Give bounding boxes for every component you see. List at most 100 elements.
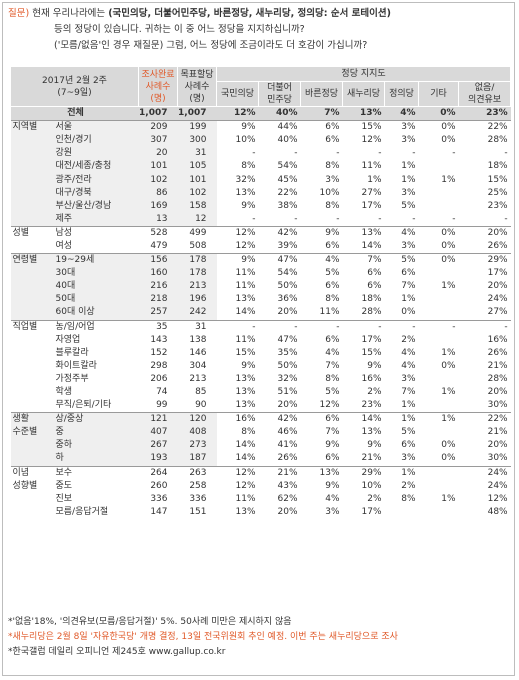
footnote-1: *'없음'18%, '의견유보(모름/응답거절)' 5%. 50사례 미만은 제…: [8, 617, 292, 627]
party-percent: 0%: [441, 440, 456, 451]
party-percent: -: [378, 148, 382, 159]
subgroup-label: 자영업: [55, 334, 81, 345]
party-percent: -: [300, 319, 343, 334]
party-percent: 14%: [361, 240, 382, 251]
target-count: 408: [177, 426, 217, 440]
subgroup-label: 중도: [55, 480, 73, 491]
party-percent: 21%: [487, 427, 508, 438]
subgroup-label: 진보: [55, 493, 73, 504]
subgroup-label: 40대: [54, 280, 139, 294]
sample-count: 121: [138, 412, 178, 427]
party-percent: 8%: [325, 161, 340, 172]
group-label: [10, 199, 55, 213]
party-percent: 18%: [361, 294, 382, 305]
party-percent: 40%: [277, 135, 298, 146]
party-percent: 23%: [487, 200, 508, 211]
party-percent: 6%: [300, 412, 343, 427]
party-percent: 30%: [487, 453, 508, 464]
target-count: 304: [189, 360, 207, 371]
party-percent: 2%: [401, 480, 416, 491]
party-percent: [419, 373, 459, 386]
party-percent: -: [504, 213, 508, 224]
col-other: 기타: [418, 81, 460, 107]
group-label: [11, 373, 55, 386]
party-percent: 12%: [487, 493, 508, 504]
subgroup-label: 30대: [54, 267, 139, 281]
party-percent: 3%: [401, 135, 416, 146]
party-percent: 3%: [401, 453, 416, 464]
party-percent: 5%: [401, 427, 416, 438]
party-percent: 1%: [384, 465, 419, 480]
party-percent: 12%: [216, 106, 259, 121]
party-percent: 2%: [367, 493, 382, 504]
sample-count: 143: [150, 334, 168, 345]
party-percent: 21%: [361, 453, 382, 464]
party-percent: 4%: [300, 253, 343, 268]
group-label: 수준별: [10, 426, 55, 440]
group-label: [10, 147, 55, 161]
group-label: 성향별: [12, 480, 38, 491]
target-count: 101: [177, 173, 217, 187]
party-percent: 23%: [361, 400, 382, 411]
party-percent: 8%: [241, 161, 256, 172]
party-percent: 20%: [277, 400, 298, 411]
party-percent: 22%: [277, 187, 298, 198]
party-percent: [419, 426, 459, 439]
party-percent: -: [342, 319, 385, 334]
target-count: 102: [177, 186, 217, 200]
party-percent: 50%: [277, 281, 298, 292]
sample-count: 156: [138, 253, 178, 268]
group-label: [10, 452, 55, 467]
party-percent: 14%: [235, 453, 256, 464]
question-line-2: 등의 정당이 있습니다. 귀하는 이 중 어느 정당을 지지하십니까?: [54, 24, 305, 35]
party-percent: 62%: [277, 493, 298, 504]
party-percent: 7%: [401, 387, 416, 398]
party-percent: 11%: [235, 281, 256, 292]
party-percent: 8%: [241, 427, 256, 438]
party-percent: 4%: [401, 347, 416, 358]
party-percent: -: [412, 213, 416, 224]
table-row: 대구/경북 86 102 13% 22% 10% 27% 3% 25%: [10, 186, 511, 200]
target-count: 187: [177, 452, 217, 467]
party-percent: [419, 160, 459, 173]
table-row: 모름/응답거절 147 151 13% 20% 3% 17% 48%: [11, 506, 511, 519]
party-percent: 4%: [384, 225, 419, 240]
party-percent: 9%: [367, 360, 382, 371]
subgroup-label: 학생: [55, 387, 73, 398]
subgroup-label: 대구/경북: [54, 186, 139, 200]
target-count: 138: [189, 334, 207, 345]
party-percent: 9%: [367, 440, 382, 451]
target-count: 31: [177, 147, 217, 161]
question-line-3: ('모름/없음'인 경우 재질문) 그럼, 어느 정당에 조금이라도 더 호감이…: [54, 40, 368, 51]
group-label: [11, 399, 55, 413]
party-percent: -: [412, 148, 416, 159]
target-count: 31: [177, 319, 217, 334]
table-row: 강원 20 31 - - - - - - -: [10, 147, 511, 161]
party-percent: 10%: [319, 187, 340, 198]
col-saenuri-party: 새누리당: [342, 81, 386, 107]
party-percent: 13%: [235, 400, 256, 411]
target-count: 300: [177, 134, 217, 148]
party-percent: [419, 293, 459, 306]
sample-count: 260: [150, 480, 168, 491]
party-percent: 3%: [401, 240, 416, 251]
party-percent: [419, 506, 459, 519]
party-percent: 9%: [241, 200, 256, 211]
table-row: 성별 남성 528 499 12% 42% 9% 13% 4% 0% 20%: [10, 225, 511, 240]
party-percent: 32%: [235, 174, 256, 185]
party-percent: 17%: [361, 200, 382, 211]
table-row: 블루칼라 152 146 15% 35% 4% 15% 4% 1% 26%: [11, 347, 511, 360]
sample-count: 216: [138, 280, 178, 294]
subgroup-label: 하: [54, 452, 139, 467]
col-democratic-party: 더불어 민주당: [258, 81, 302, 107]
party-percent: [419, 306, 459, 320]
party-percent: 0%: [418, 253, 459, 268]
party-percent: 0%: [441, 240, 456, 251]
party-percent: 7%: [342, 253, 385, 268]
party-percent: 13%: [235, 294, 256, 305]
party-percent: 46%: [277, 427, 298, 438]
party-percent: 24%: [458, 465, 511, 480]
party-percent: 1%: [401, 294, 416, 305]
party-percent: [419, 480, 459, 493]
party-percent: 0%: [441, 360, 456, 371]
